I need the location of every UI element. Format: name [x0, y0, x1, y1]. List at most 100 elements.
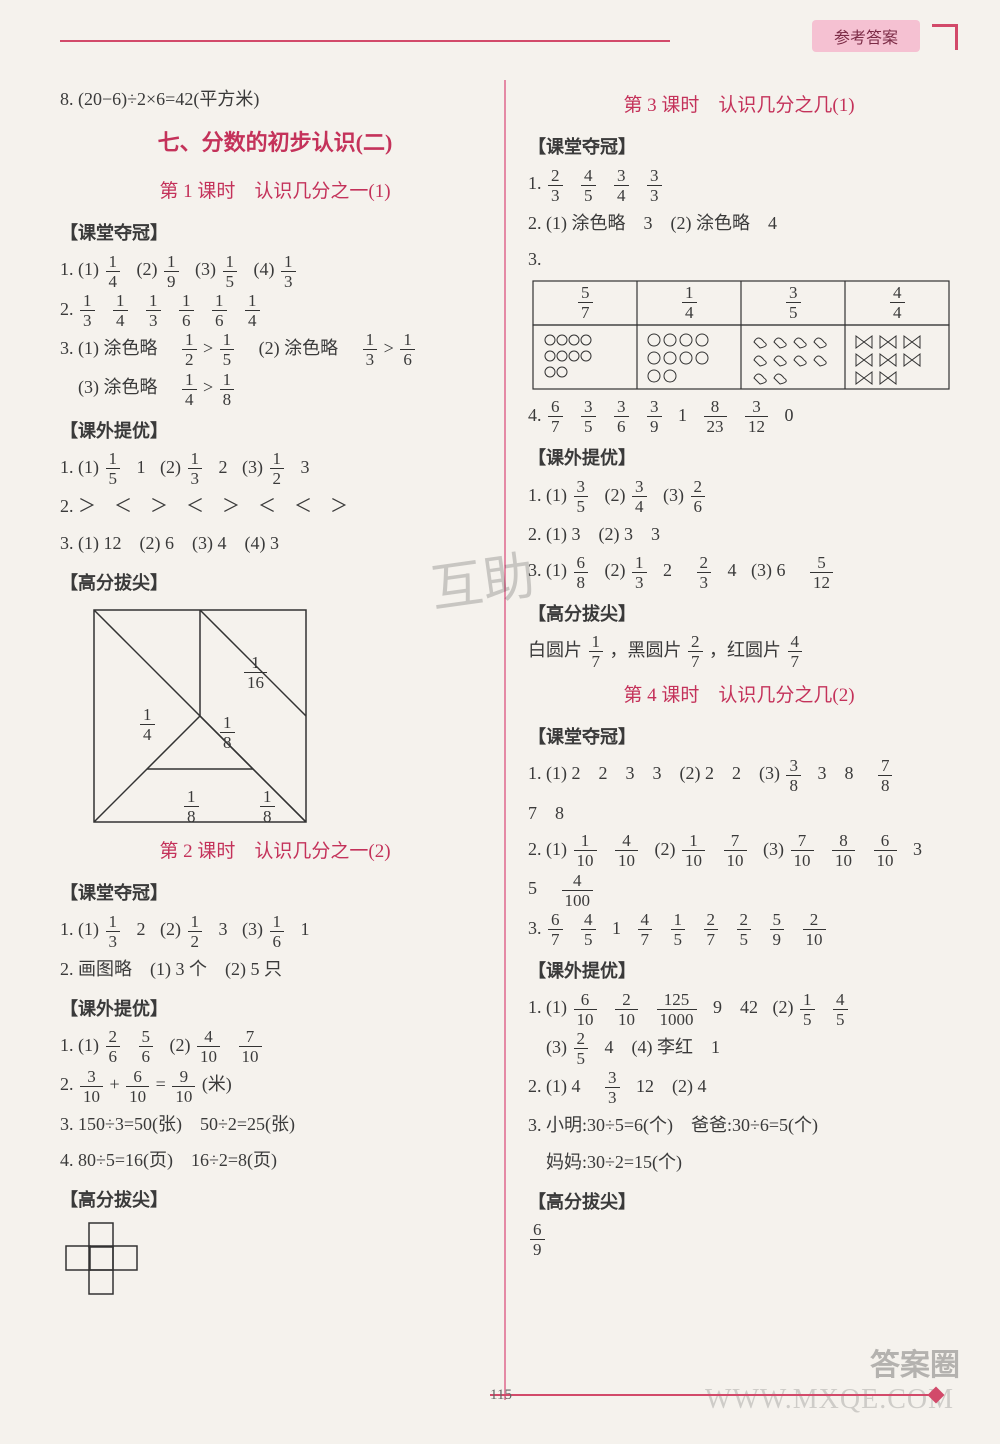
fraction: 33 — [605, 1069, 620, 1106]
fraction: 25 — [574, 1030, 589, 1067]
fraction: 13 — [146, 292, 161, 329]
fraction: 16 — [212, 292, 227, 329]
fraction: 15 — [223, 253, 238, 290]
fraction: 59 — [770, 911, 785, 948]
fraction: 16 — [400, 331, 415, 368]
fraction: 47 — [638, 911, 653, 948]
l3-q4: 4. 67 35 36 39 1 823 312 0 — [528, 398, 950, 435]
text: 2. — [60, 299, 78, 319]
text: 1 — [678, 405, 687, 425]
l3-k1: 1. (1) 35 (2) 34 (3) 26 — [528, 478, 950, 515]
text: 12 (2) 4 — [636, 1076, 707, 1096]
text: > — [384, 338, 394, 358]
fraction: 45 — [581, 167, 596, 204]
fraction: 14 — [182, 371, 197, 408]
column-divider — [504, 80, 506, 1400]
l4-k3a: 3. 小明:30÷5=6(个) 爸爸:30÷6=5(个) — [528, 1108, 950, 1142]
section-gaofen: 【高分拔尖】 — [528, 1185, 950, 1219]
tangram-svg — [90, 606, 310, 826]
left-column: 8. (20−6)÷2×6=42(平方米) 七、分数的初步认识(二) 第 1 课… — [60, 80, 500, 1400]
text: 3 — [219, 919, 228, 939]
fraction: 12 — [182, 331, 197, 368]
fraction: 110 — [682, 832, 705, 869]
l1-k3: 3. (1) 12 (2) 6 (3) 4 (4) 3 — [60, 526, 490, 560]
text: 4 (4) 李红 1 — [605, 1037, 721, 1057]
section-ketang: 【课堂夺冠】 — [528, 130, 950, 164]
content-columns: 8. (20−6)÷2×6=42(平方米) 七、分数的初步认识(二) 第 1 课… — [60, 80, 960, 1400]
fraction: 12 — [270, 450, 285, 487]
text: 4. — [528, 405, 546, 425]
grid-header-fraction: 35 — [786, 284, 801, 321]
text: ，黑圆片 — [610, 640, 682, 660]
lesson4-title: 第 4 课时 认识几分之几(2) — [528, 678, 950, 714]
fraction: 823 — [704, 398, 727, 435]
text: 1. (1) — [528, 485, 572, 505]
fraction: 312 — [745, 398, 768, 435]
text: 2 — [663, 560, 690, 580]
text: + — [110, 1074, 120, 1094]
fraction: 39 — [647, 398, 662, 435]
l1-q1: 1. (1) 14 (2) 19 (3) 15 (4) 13 — [60, 252, 490, 289]
fraction: 210 — [803, 911, 826, 948]
text: 0 — [785, 405, 794, 425]
tangram-label: 18 — [220, 714, 235, 751]
fraction: 15 — [220, 331, 235, 368]
fraction: 14 — [106, 253, 121, 290]
section-ketang: 【课堂夺冠】 — [528, 720, 950, 754]
page-number: 115 — [490, 1387, 512, 1404]
text: 2. (1) — [528, 839, 572, 859]
fraction: 34 — [632, 478, 647, 515]
fraction: 13 — [632, 554, 647, 591]
text: 2. (1) 4 — [528, 1076, 599, 1096]
text: (2) — [160, 919, 186, 939]
fraction: 18 — [220, 371, 235, 408]
l4-k3b: 妈妈:30÷2=15(个) — [528, 1145, 950, 1179]
text: (2) 涂色略 — [241, 338, 357, 358]
top-equation: 8. (20−6)÷2×6=42(平方米) — [60, 82, 490, 116]
l3-gf: 白圆片 17 ，黑圆片 27 ，红圆片 47 — [528, 633, 950, 670]
l3-k3: 3. (1) 68 (2) 13 2 23 4 (3) 6 512 — [528, 553, 950, 590]
fraction: 13 — [80, 292, 95, 329]
fraction: 710 — [791, 832, 814, 869]
text: 白圆片 — [528, 640, 582, 660]
fraction: 27 — [704, 911, 719, 948]
text: 9 42 — [713, 997, 758, 1017]
lesson3-title: 第 3 课时 认识几分之几(1) — [528, 88, 950, 124]
fraction: 35 — [574, 478, 589, 515]
text: (2) — [137, 259, 163, 279]
cross-diagram — [64, 1221, 490, 1295]
section-kewai: 【课外提优】 — [60, 414, 490, 448]
fraction: 16 — [270, 913, 285, 950]
fraction: 14 — [113, 292, 128, 329]
l4-q2b: 5 4100 — [528, 871, 950, 908]
fraction: 110 — [574, 832, 597, 869]
fraction: 1251000 — [657, 991, 697, 1028]
lesson1-title: 第 1 课时 认识几分之一(1) — [60, 174, 490, 210]
fraction: 34 — [614, 167, 629, 204]
section-gaofen: 【高分拔尖】 — [528, 597, 950, 631]
unit-title: 七、分数的初步认识(二) — [60, 122, 490, 164]
text: 1. (1) — [60, 457, 104, 477]
fraction: 23 — [697, 554, 712, 591]
text: (3) — [195, 259, 221, 279]
fraction: 38 — [786, 757, 801, 794]
fraction: 78 — [878, 757, 893, 794]
text: 3. (1) 涂色略 — [60, 338, 176, 358]
fraction: 512 — [810, 554, 833, 591]
text: 3 — [301, 457, 310, 477]
text: 1. (1) — [60, 1035, 104, 1055]
section-gaofen: 【高分拔尖】 — [60, 1183, 490, 1217]
text: 2 — [137, 919, 146, 939]
fraction: 47 — [788, 633, 803, 670]
text: (3) 6 — [751, 560, 804, 580]
fraction: 210 — [615, 991, 638, 1028]
l2-k2: 2. 310 + 610 = 910 (米) — [60, 1067, 490, 1104]
fraction: 13 — [281, 253, 296, 290]
fraction: 23 — [548, 167, 563, 204]
fraction: 67 — [548, 398, 563, 435]
text: > — [203, 377, 213, 397]
fraction: 13 — [363, 331, 378, 368]
text: (2) — [773, 997, 799, 1017]
section-kewai: 【课外提优】 — [528, 441, 950, 475]
text: 3 — [913, 839, 922, 859]
